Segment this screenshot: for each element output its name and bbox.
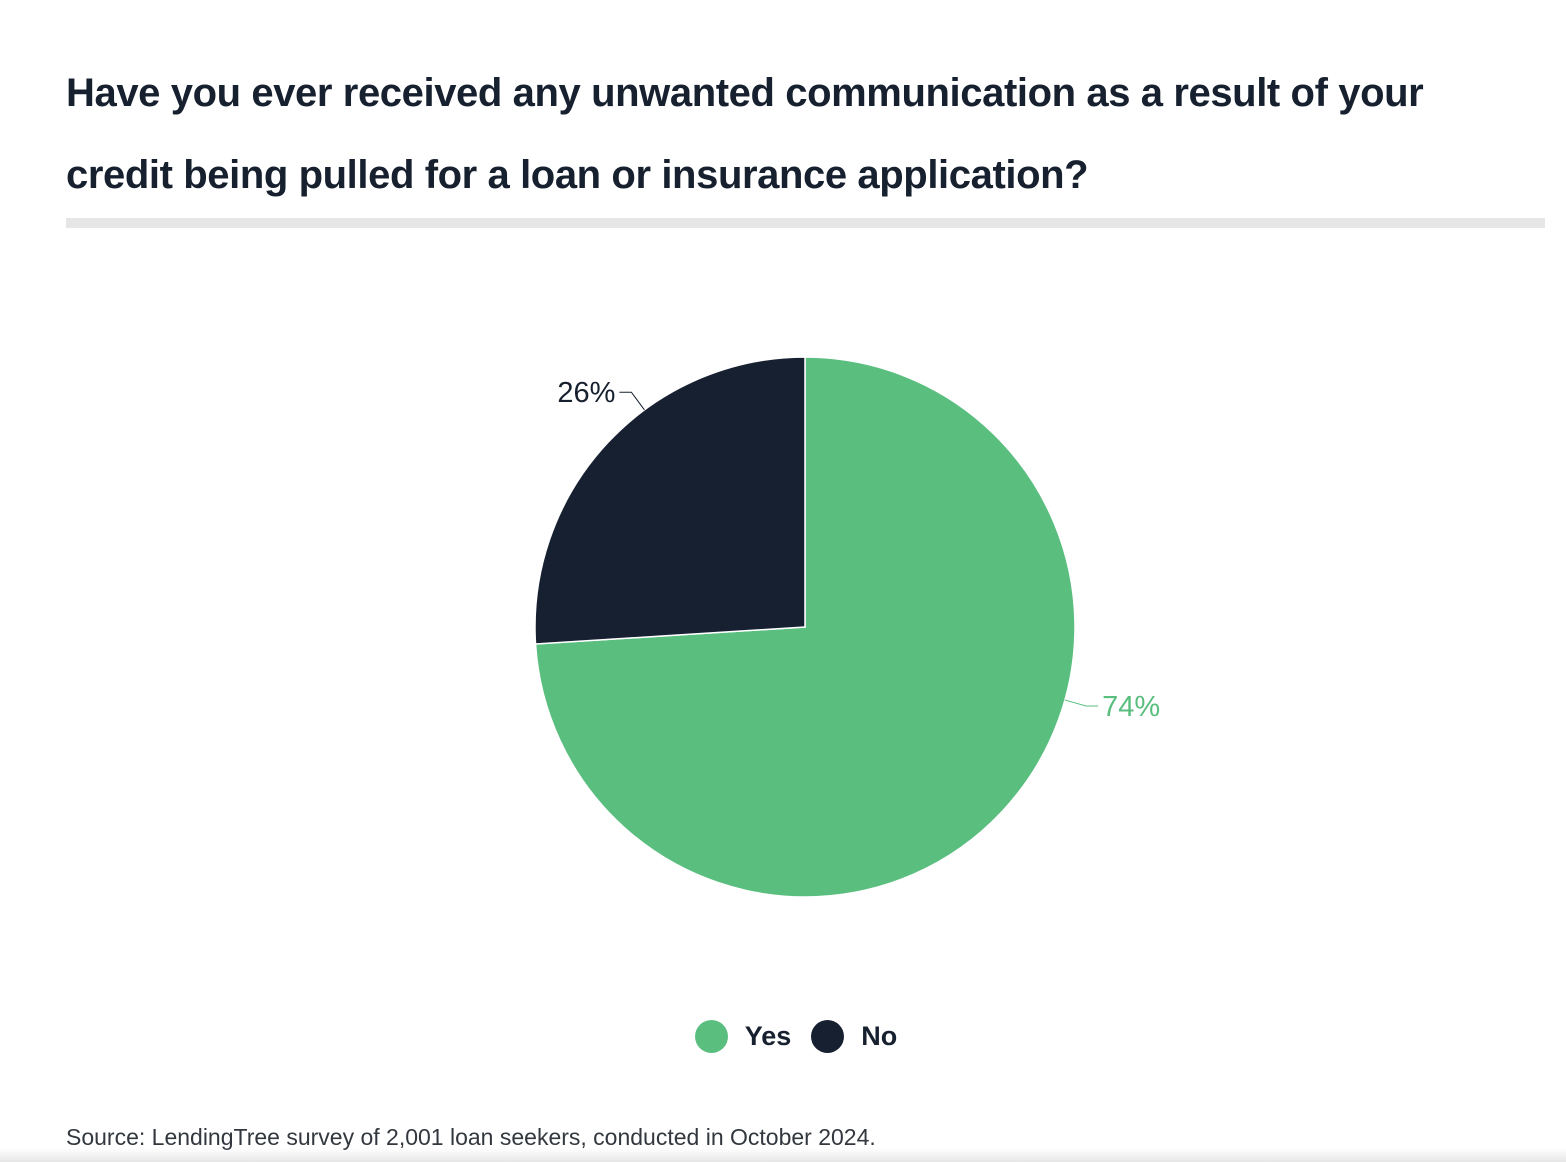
pie-slice-no[interactable]: [534, 356, 806, 645]
data-label-no: 26%: [557, 377, 615, 409]
legend-swatch-no: [811, 1019, 845, 1053]
legend-item-yes[interactable]: Yes: [694, 1019, 792, 1053]
title-divider: [66, 218, 1545, 228]
pie-labels: 74% 26%: [557, 377, 1160, 723]
leader-line-yes: [1064, 699, 1099, 707]
source-note: Source: LendingTree survey of 2,001 loan…: [66, 1124, 876, 1150]
legend-label-no: No: [861, 1020, 898, 1051]
data-label-yes: 74%: [1102, 691, 1160, 723]
chart-title: Have you ever received any unwanted comm…: [66, 71, 1424, 197]
pie-slices: [534, 356, 1076, 898]
bottom-edge-shade: [0, 1148, 1566, 1162]
legend-item-no[interactable]: No: [811, 1019, 898, 1053]
leader-line-no: [619, 391, 645, 411]
legend-label-yes: Yes: [744, 1020, 792, 1051]
chart-legend: Yes No: [0, 1014, 1566, 1058]
legend-swatch-yes: [694, 1019, 728, 1053]
pie-chart: 74% 26%: [534, 356, 1160, 898]
